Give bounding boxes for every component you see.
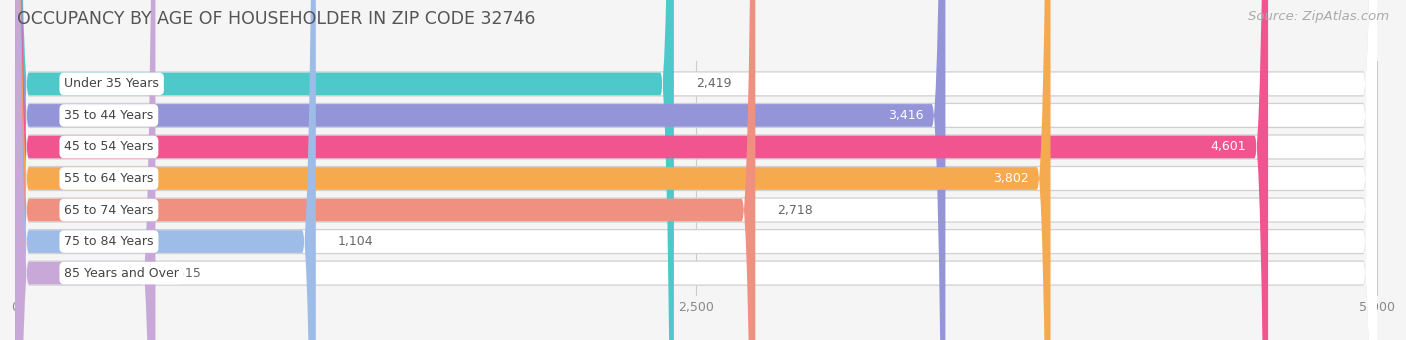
FancyBboxPatch shape	[15, 0, 1376, 340]
FancyBboxPatch shape	[15, 0, 1376, 340]
FancyBboxPatch shape	[15, 0, 316, 340]
Text: 2,419: 2,419	[696, 78, 731, 90]
Text: 45 to 54 Years: 45 to 54 Years	[65, 140, 153, 153]
FancyBboxPatch shape	[15, 0, 1376, 340]
FancyBboxPatch shape	[15, 0, 1376, 340]
FancyBboxPatch shape	[15, 0, 1376, 340]
Text: 65 to 74 Years: 65 to 74 Years	[65, 204, 153, 217]
Text: 35 to 44 Years: 35 to 44 Years	[65, 109, 153, 122]
FancyBboxPatch shape	[15, 0, 1376, 340]
Text: 1,104: 1,104	[337, 235, 373, 248]
FancyBboxPatch shape	[15, 0, 1376, 340]
FancyBboxPatch shape	[15, 0, 1376, 340]
FancyBboxPatch shape	[15, 0, 1268, 340]
FancyBboxPatch shape	[15, 0, 1376, 340]
Text: Source: ZipAtlas.com: Source: ZipAtlas.com	[1249, 10, 1389, 23]
Text: 3,416: 3,416	[889, 109, 924, 122]
FancyBboxPatch shape	[15, 0, 1376, 340]
Text: Under 35 Years: Under 35 Years	[65, 78, 159, 90]
FancyBboxPatch shape	[15, 0, 673, 340]
FancyBboxPatch shape	[15, 0, 945, 340]
FancyBboxPatch shape	[15, 0, 755, 340]
Text: 4,601: 4,601	[1211, 140, 1246, 153]
Text: 515: 515	[177, 267, 201, 279]
Text: 55 to 64 Years: 55 to 64 Years	[65, 172, 153, 185]
Text: OCCUPANCY BY AGE OF HOUSEHOLDER IN ZIP CODE 32746: OCCUPANCY BY AGE OF HOUSEHOLDER IN ZIP C…	[17, 10, 536, 28]
FancyBboxPatch shape	[15, 0, 156, 340]
FancyBboxPatch shape	[15, 0, 1376, 340]
Text: 2,718: 2,718	[778, 204, 813, 217]
FancyBboxPatch shape	[15, 0, 1376, 340]
FancyBboxPatch shape	[15, 0, 1376, 340]
Text: 3,802: 3,802	[993, 172, 1029, 185]
Text: 75 to 84 Years: 75 to 84 Years	[65, 235, 153, 248]
FancyBboxPatch shape	[15, 0, 1050, 340]
Text: 85 Years and Over: 85 Years and Over	[65, 267, 179, 279]
FancyBboxPatch shape	[15, 0, 1376, 340]
